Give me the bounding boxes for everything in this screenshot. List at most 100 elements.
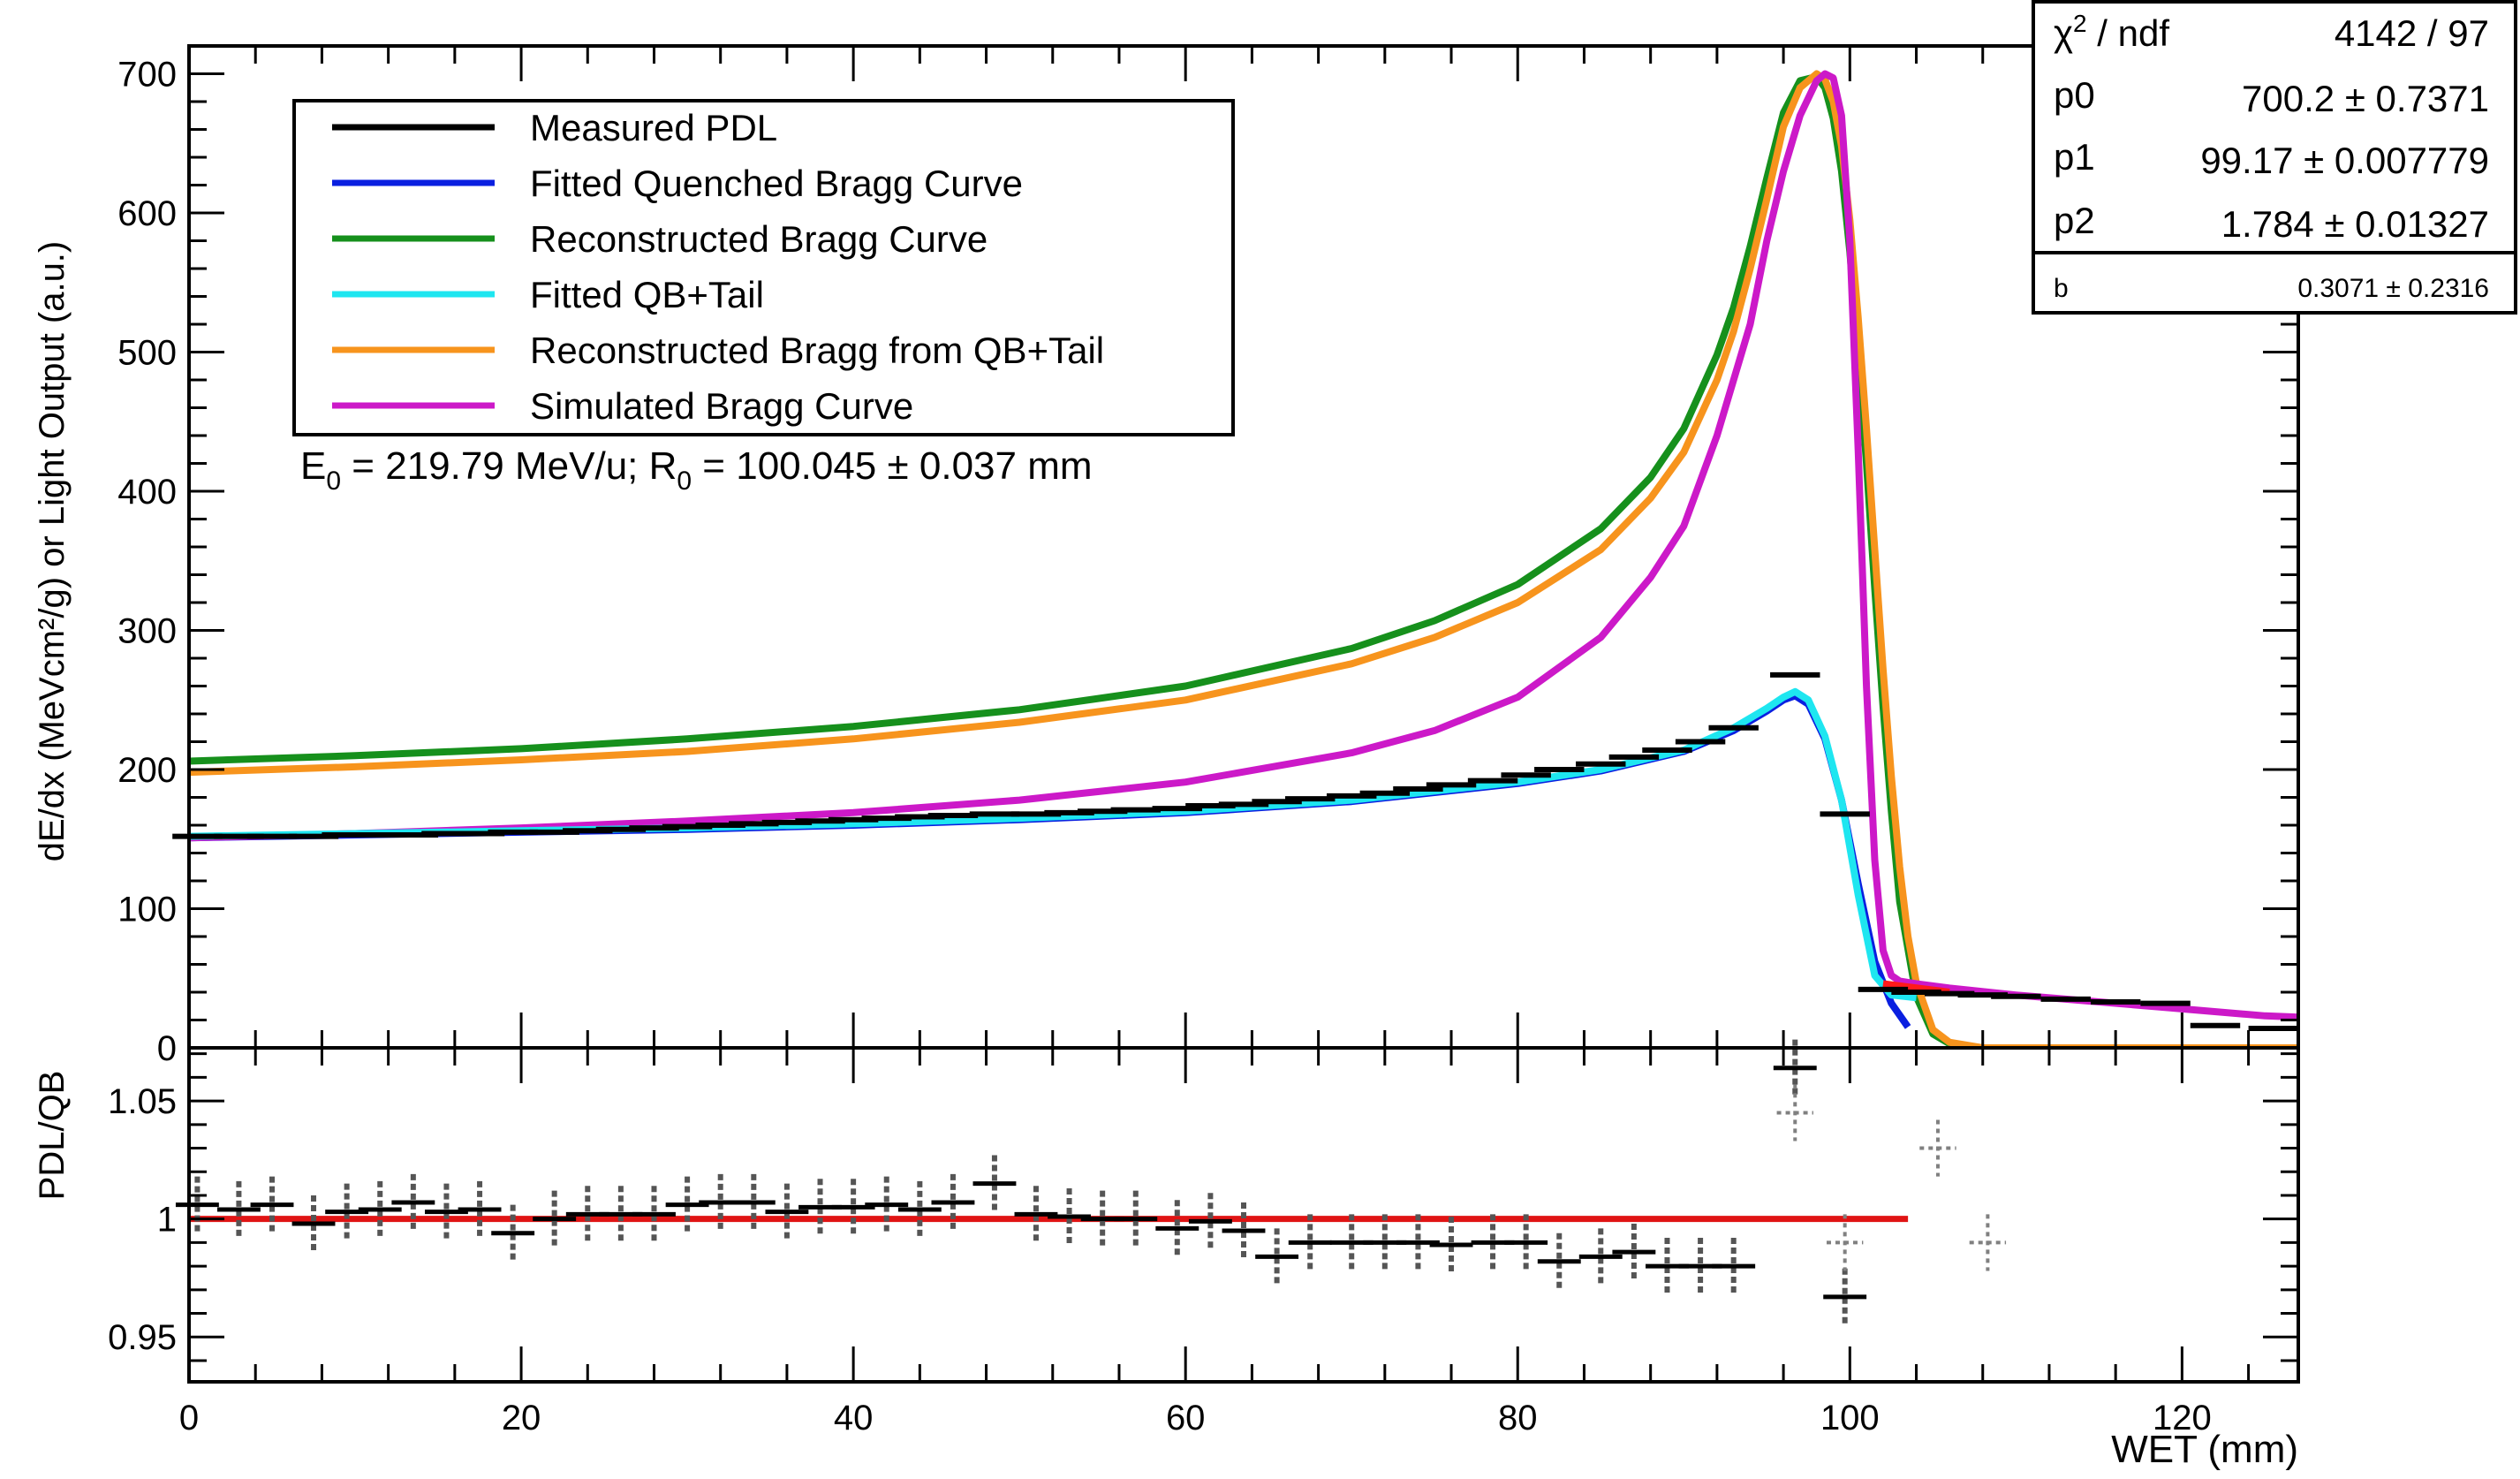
- ratio-point: [831, 1179, 875, 1236]
- stats-p2-name: p2: [2054, 200, 2095, 241]
- energy-value: = 219.79 MeV/u; R: [341, 444, 677, 488]
- lower-y-tick-label: 1: [157, 1201, 177, 1240]
- legend-label: Fitted QB+Tail: [530, 274, 764, 315]
- ratio-point: [632, 1186, 676, 1243]
- ratio-point: [765, 1183, 809, 1240]
- energy-subscript: 0: [326, 466, 341, 496]
- ratio-point: [425, 1183, 468, 1240]
- legend-entry-simulated-bragg-curve: Simulated Bragg Curve: [332, 385, 913, 427]
- ratio-point: [1014, 1186, 1058, 1243]
- legend-label: Measured PDL: [530, 107, 777, 148]
- ratio-point: [1155, 1200, 1199, 1257]
- ratio-point: [1222, 1202, 1266, 1260]
- upper-y-tick-label: 200: [117, 751, 177, 790]
- stats-p0-name: p0: [2054, 74, 2095, 116]
- upper-points-layer: [172, 671, 2298, 1031]
- x-tick-label: 100: [1820, 1399, 1880, 1437]
- range-subscript: 0: [677, 466, 692, 496]
- legend-entry-fitted-quenched-bragg-curve: Fitted Quenched Bragg Curve: [332, 163, 1023, 204]
- lower-points-layer: [175, 1039, 2007, 1325]
- ratio-grey-point: [1826, 1214, 1864, 1271]
- series-simulated-bragg-curve: [189, 70, 2298, 1021]
- x-tick-label: 60: [1166, 1399, 1206, 1437]
- x-tick-label: 40: [834, 1399, 874, 1437]
- ratio-point: [665, 1176, 709, 1233]
- lower-y-tick-label: 1.05: [108, 1082, 177, 1121]
- ratio-point: [1288, 1214, 1332, 1271]
- ratio-point: [1255, 1228, 1299, 1286]
- ratio-point: [291, 1195, 336, 1253]
- legend-label: Reconstructed Bragg from QB+Tail: [530, 330, 1104, 371]
- legend-label: Simulated Bragg Curve: [530, 385, 913, 427]
- lower-plot-frame: [187, 1046, 2300, 1384]
- ratio-point: [931, 1173, 975, 1232]
- upper-y-tick-label: 500: [117, 334, 177, 373]
- ratio-point: [1612, 1224, 1656, 1281]
- x-tick-label: 0: [179, 1399, 199, 1437]
- upper-y-tick-label: 300: [117, 612, 177, 651]
- x-tick-label: 20: [502, 1399, 541, 1437]
- lower-ticks-layer: 0.95 1 1.05 0 20 40 60 80 100 120: [108, 1048, 2298, 1437]
- fit-stats-box: χ2 / ndf 4142 / 97 p0 700.2 ± 0.7371 p1 …: [2032, 0, 2517, 315]
- ratio-point: [491, 1204, 535, 1262]
- legend-entry-measured-pdl: Measured PDL: [332, 107, 777, 148]
- lower-y-tick-label: 0.95: [108, 1318, 177, 1357]
- stats-box-frame: [2032, 0, 2517, 315]
- x-tick-label: 120: [2153, 1399, 2212, 1437]
- ratio-point: [1578, 1228, 1623, 1286]
- series-fitted-qb-tail: [189, 687, 1917, 1002]
- legend-entry-reconstructed-bragg-from-qb-tail: Reconstructed Bragg from QB+Tail: [332, 330, 1104, 371]
- upper-y-tick-label: 700: [117, 56, 177, 95]
- ratio-point: [358, 1180, 402, 1239]
- ratio-point: [458, 1180, 502, 1239]
- ratio-point: [1504, 1214, 1548, 1271]
- ratio-point: [865, 1176, 909, 1233]
- energy-label: E: [300, 444, 326, 488]
- ratio-point: [731, 1173, 776, 1232]
- ratio-point: [391, 1173, 435, 1232]
- upper-ticks-layer: 0 100 200 300 400 500 600 700: [117, 46, 2298, 1068]
- stats-b-name: b: [2054, 274, 2069, 303]
- energy-range-annotation: E0 = 219.79 MeV/u; R0 = 100.045 ± 0.037 …: [300, 444, 1093, 496]
- ratio-point: [1712, 1238, 1756, 1295]
- ratio-point: [1396, 1214, 1440, 1271]
- lower-y-axis-title: PDL/QB: [33, 1071, 72, 1201]
- legend: Measured PDL Fitted Quenched Bragg Curve R…: [292, 99, 1235, 436]
- chi2-value: 4142 / 97: [2335, 12, 2489, 54]
- ratio-point: [972, 1155, 1017, 1212]
- ratio-grey-point: [1969, 1214, 2007, 1271]
- legend-entry-reconstructed-bragg-curve: Reconstructed Bragg Curve: [332, 218, 988, 260]
- upper-y-tick-label: 600: [117, 194, 177, 233]
- upper-y-axis-title: dE/dx (MeVcm²/g) or Light Output (a.u.): [33, 241, 72, 861]
- ratio-point: [175, 1176, 219, 1233]
- ratio-point: [1048, 1187, 1092, 1246]
- series-reconstructed-bragg-from-qb-tail: [189, 70, 2298, 1048]
- upper-panel: 0 100 200 300 400 500 600 700 dE/dx (MeVcm²/g) …: [33, 44, 2300, 1068]
- ratio-point: [1188, 1193, 1232, 1250]
- legend-entry-fitted-qb-tail: Fitted QB+Tail: [332, 274, 764, 315]
- stats-p1-value: 99.17 ± 0.007779: [2200, 140, 2489, 181]
- legend-entries: Measured PDL Fitted Quenched Bragg Curve R…: [332, 107, 1104, 427]
- stats-p0-value: 700.2 ± 0.7371: [2242, 78, 2489, 119]
- ratio-point: [1823, 1268, 1867, 1325]
- x-tick-label: 80: [1498, 1399, 1538, 1437]
- ratio-grey-point: [1776, 1084, 1813, 1141]
- ratio-point: [533, 1190, 577, 1248]
- ratio-point: [1114, 1190, 1158, 1248]
- ratio-point: [1773, 1039, 1817, 1096]
- range-value: = 100.045 ± 0.037 mm: [692, 444, 1092, 488]
- chi2-label: χ2 / ndf: [2054, 10, 2169, 54]
- ratio-grey-point: [1919, 1119, 1956, 1177]
- ratio-point: [325, 1183, 369, 1240]
- stats-p1-name: p1: [2054, 136, 2095, 178]
- ratio-point: [250, 1176, 294, 1233]
- lower-panel: 0.95 1 1.05 0 20 40 60 80 100 120 PDL/QB WET (mm): [33, 1039, 2300, 1471]
- upper-y-tick-label: 100: [117, 891, 177, 929]
- stats-b-value: 0.3071 ± 0.2316: [2297, 274, 2489, 303]
- series-fitted-quenched-bragg-curve: [189, 692, 1911, 1029]
- upper-y-tick-label: 0: [157, 1029, 177, 1068]
- x-axis-title: WET (mm): [2111, 1428, 2298, 1471]
- legend-box: [292, 99, 1235, 436]
- ratio-point: [1537, 1232, 1581, 1290]
